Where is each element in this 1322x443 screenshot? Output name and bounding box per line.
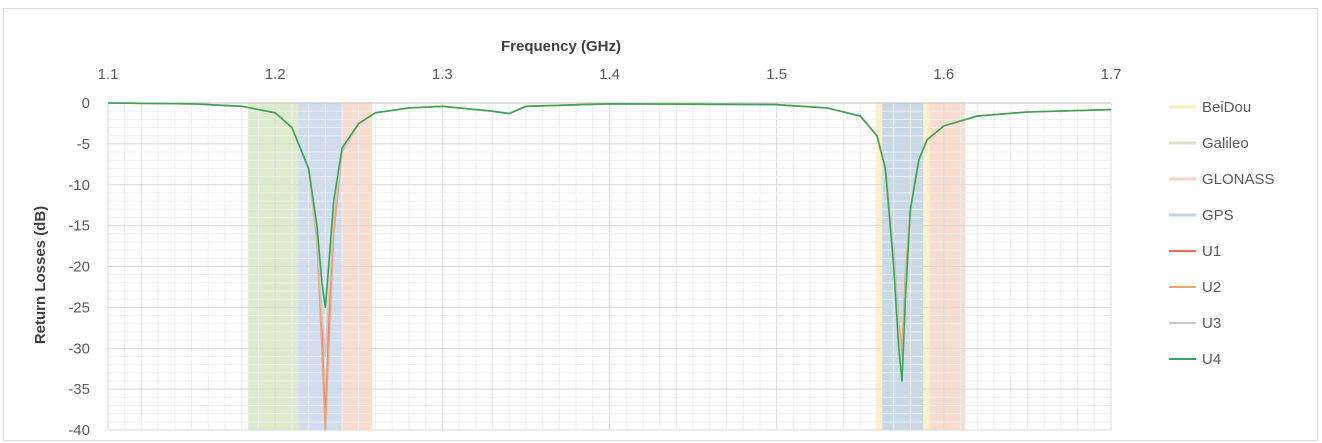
grid [107,102,1112,431]
y-tick-label: -25 [68,299,90,316]
x-tick-labels: 1.1 1.2 1.3 1.4 1.5 1.6 1.7 [98,66,1122,83]
x-tick-label: 1.1 [98,66,119,83]
legend-label-u3: U3 [1202,315,1221,332]
y-tick-label: 0 [82,95,90,112]
x-tick-label: 1.7 [1101,66,1122,83]
y-tick-label: -15 [68,218,90,235]
legend-label-beidou: BeiDou [1202,99,1251,116]
legend: BeiDou Galileo GLONASS GPS U1 U2 U3 U4 [1169,99,1275,368]
legend-label-u4: U4 [1202,351,1221,368]
legend-label-u1: U1 [1202,243,1221,260]
chart-frame: 1.1 1.2 1.3 1.4 1.5 1.6 1.7 0 -5 -10 -15 -20 -25 -30… [3,8,1318,441]
y-tick-label: -5 [77,136,90,153]
legend-label-galileo: Galileo [1202,135,1249,152]
y-axis-title: Return Losses (dB) [32,206,49,344]
x-tick-label: 1.4 [599,66,620,83]
y-tick-label: -20 [68,259,90,276]
return-loss-chart: 1.1 1.2 1.3 1.4 1.5 1.6 1.7 0 -5 -10 -15 -20 -25 -30… [32,38,1275,439]
series-line-u4 [107,102,1112,382]
x-tick-label: 1.6 [933,66,954,83]
x-tick-label: 1.2 [265,66,286,83]
y-tick-label: -10 [68,177,90,194]
legend-label-glonass: GLONASS [1202,171,1275,188]
legend-label-u2: U2 [1202,279,1221,296]
series-lines [107,102,1112,431]
x-tick-label: 1.5 [766,66,787,83]
y-tick-labels: 0 -5 -10 -15 -20 -25 -30 -35 -40 [68,95,90,439]
y-tick-label: -35 [68,381,90,398]
y-tick-label: -30 [68,340,90,357]
legend-label-gps: GPS [1202,207,1234,224]
x-axis-title: Frequency (GHz) [501,38,621,55]
y-tick-label: -40 [68,422,90,439]
x-tick-label: 1.3 [432,66,453,83]
